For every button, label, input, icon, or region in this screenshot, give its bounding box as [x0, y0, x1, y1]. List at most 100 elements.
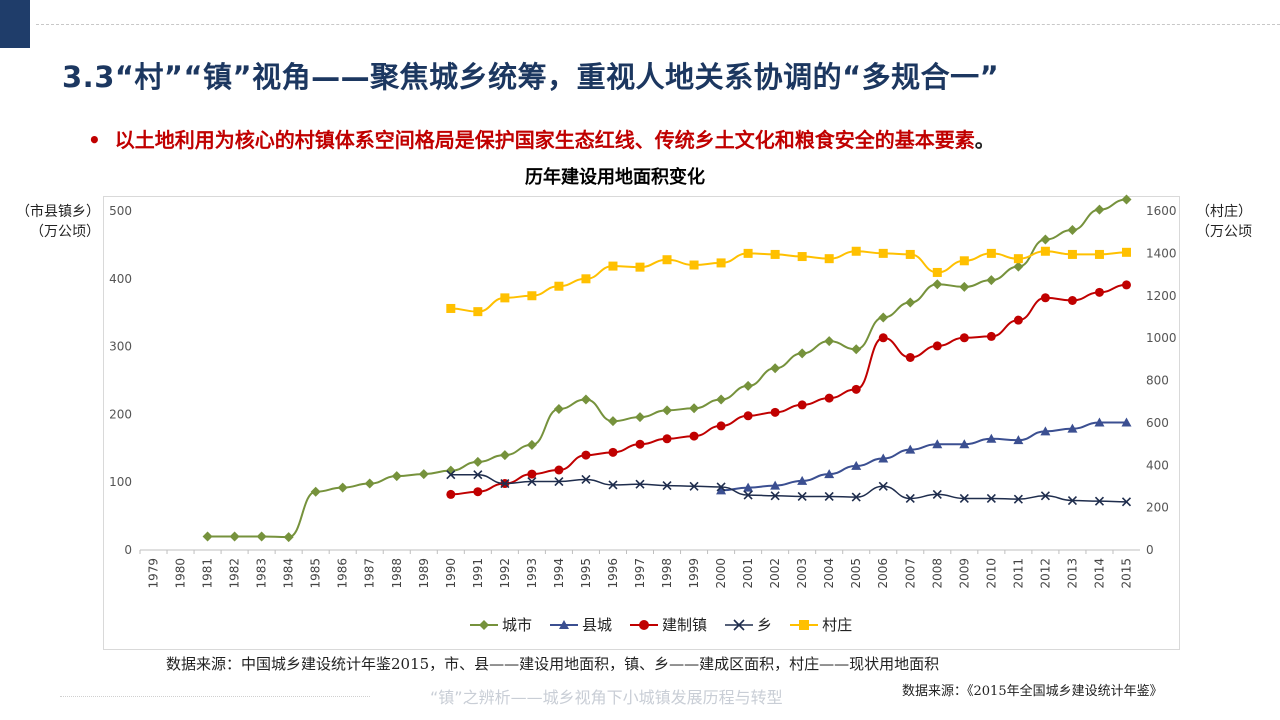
- data-point-township: [662, 481, 672, 491]
- x-axis-tick-label: 2001: [741, 558, 755, 589]
- right-axis-tick-label: 600: [1146, 416, 1169, 430]
- legend-item-township: 乡: [725, 614, 772, 635]
- data-point-township: [446, 470, 456, 480]
- series-line-township: [450, 473, 1127, 503]
- legend-item-county: 县城: [550, 614, 612, 635]
- data-point-village: [500, 293, 510, 303]
- legend-swatch-town: [630, 619, 659, 630]
- data-point-county: [878, 453, 889, 463]
- data-point-township: [824, 491, 834, 502]
- data-point-town: [932, 341, 942, 351]
- chart-legend: 城市 县城 建制镇 乡 村庄: [470, 614, 852, 635]
- data-point-city: [662, 405, 673, 416]
- right-axis-label: （村庄） （万公顷: [1196, 202, 1252, 242]
- x-axis-tick-label: 2003: [795, 558, 809, 589]
- data-point-city: [607, 416, 618, 427]
- x-axis-tick-label: 2009: [957, 558, 971, 589]
- data-point-city: [851, 344, 862, 355]
- legend-swatch-city: [470, 619, 498, 630]
- data-point-town: [473, 487, 483, 497]
- data-point-city: [310, 486, 321, 497]
- data-point-city: [1121, 194, 1132, 205]
- data-point-city: [391, 471, 402, 482]
- data-point-township: [743, 490, 753, 500]
- data-point-township: [932, 489, 942, 499]
- x-axis-tick-label: 1986: [336, 558, 350, 589]
- data-point-city: [797, 348, 808, 359]
- data-point-village: [527, 291, 537, 301]
- legend-swatch-village: [790, 619, 819, 630]
- x-axis-tick-label: 1982: [228, 558, 242, 589]
- data-point-city: [689, 403, 700, 414]
- data-point-village: [473, 307, 483, 317]
- data-point-city: [635, 412, 645, 423]
- data-point-town: [446, 489, 456, 499]
- footer-divider: [60, 696, 370, 697]
- data-point-village: [959, 256, 969, 266]
- data-point-county: [824, 469, 835, 479]
- data-point-village: [1121, 247, 1131, 257]
- data-point-township: [1013, 494, 1023, 504]
- data-point-town: [824, 393, 834, 403]
- data-point-city: [202, 531, 213, 542]
- right-axis-tick-label: 1600: [1146, 204, 1177, 218]
- data-point-township: [878, 481, 888, 491]
- data-point-town: [554, 465, 564, 475]
- data-point-county: [1094, 417, 1105, 427]
- left-axis-tick-label: 100: [109, 475, 132, 489]
- x-axis-tick-label: 2011: [1011, 558, 1025, 589]
- slide-title: 3.3“村”“镇”视角——聚焦城乡统筹，重视人地关系协调的“多规合一”: [62, 60, 1000, 94]
- data-point-village: [797, 252, 807, 262]
- data-point-township: [473, 470, 483, 480]
- data-point-county: [959, 439, 970, 449]
- right-axis-tick-label: 1000: [1146, 331, 1177, 345]
- watermark-caption: “镇”之辨析——城乡视角下小城镇发展历程与转型: [430, 688, 783, 707]
- x-axis-tick-label: 1984: [282, 558, 296, 589]
- data-point-county: [986, 433, 997, 443]
- data-point-city: [364, 478, 375, 489]
- data-point-city: [824, 336, 835, 347]
- x-axis-tick-label: 1992: [498, 558, 512, 589]
- right-axis-tick-label: 800: [1146, 374, 1169, 388]
- data-point-village: [986, 248, 996, 258]
- left-axis-label-line1: （市县镇乡）: [16, 204, 100, 220]
- legend-item-town: 建制镇: [630, 614, 707, 635]
- data-point-town: [1040, 293, 1050, 303]
- data-point-town: [635, 439, 645, 449]
- data-point-city: [418, 469, 429, 480]
- x-axis-tick-label: 1981: [201, 558, 215, 589]
- data-point-village: [662, 255, 672, 265]
- data-point-township: [851, 492, 861, 502]
- data-source-citation: 数据来源：《2015年全国城乡建设统计年鉴》: [902, 684, 1163, 699]
- data-point-township: [986, 493, 996, 504]
- legend-label-village: 村庄: [822, 616, 853, 634]
- x-axis-tick-label: 1983: [255, 558, 269, 589]
- data-point-city: [1040, 234, 1051, 245]
- data-point-township: [959, 493, 969, 504]
- x-axis-tick-label: 1997: [633, 558, 647, 589]
- data-point-city: [1067, 224, 1078, 235]
- data-point-township: [554, 476, 564, 487]
- series-line-town: [450, 283, 1127, 496]
- data-point-village: [554, 281, 564, 291]
- right-axis-tick-label: 200: [1146, 501, 1169, 515]
- data-point-county: [797, 475, 808, 485]
- data-point-township: [608, 480, 618, 490]
- data-point-village: [446, 303, 456, 313]
- data-point-village: [824, 254, 834, 264]
- right-axis-tick-label: 1200: [1146, 289, 1177, 303]
- x-axis-tick-label: 2013: [1065, 558, 1079, 589]
- data-point-town: [662, 434, 672, 444]
- data-point-city: [580, 394, 591, 405]
- x-axis-tick-label: 1990: [444, 558, 458, 589]
- data-point-village: [689, 260, 699, 270]
- legend-swatch-township: [725, 618, 754, 631]
- x-axis-tick-label: 2004: [822, 558, 836, 589]
- data-point-village: [1094, 249, 1104, 259]
- data-point-city: [472, 456, 483, 467]
- data-point-village: [581, 274, 591, 284]
- legend-label-county: 县城: [582, 616, 613, 634]
- data-point-township: [770, 491, 780, 501]
- data-point-township: [1094, 496, 1105, 506]
